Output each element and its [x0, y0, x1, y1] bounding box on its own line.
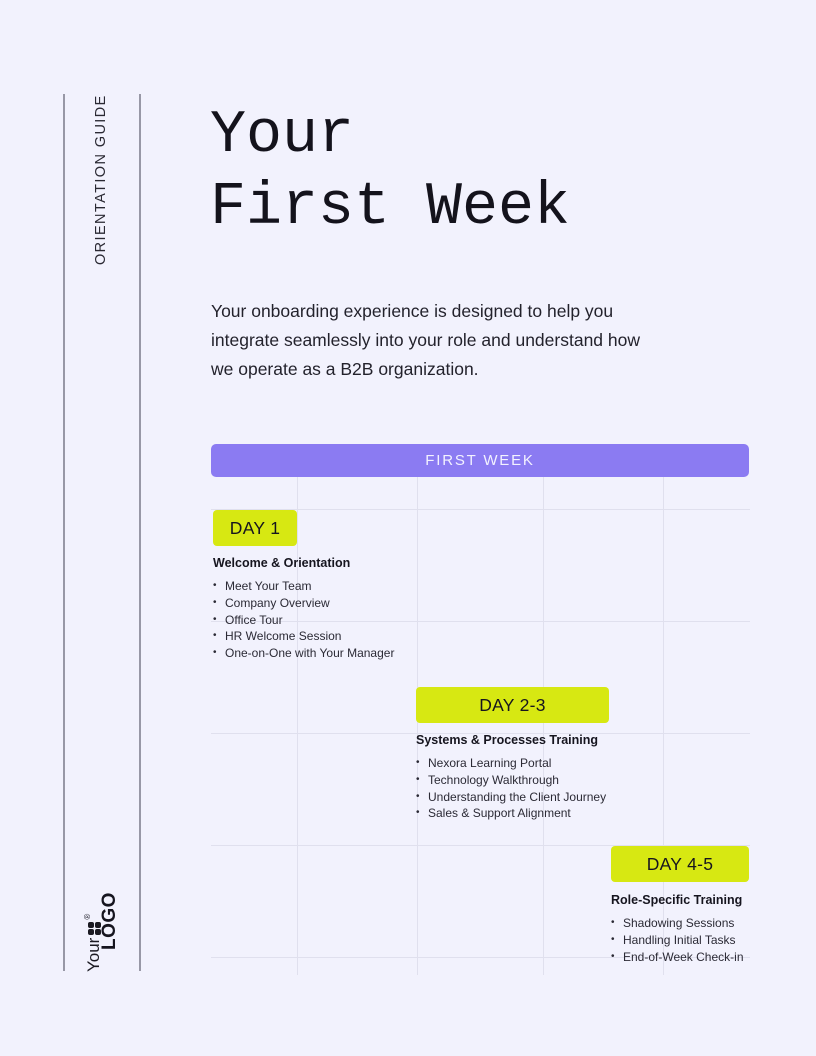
sidebar-right-rule: [139, 94, 141, 971]
company-logo: Your ® LOGO: [83, 892, 120, 972]
registered-mark: ®: [83, 913, 92, 920]
list-item: One-on-One with Your Manager: [213, 645, 394, 662]
day-2-3-list: Nexora Learning Portal Technology Walkth…: [416, 755, 606, 822]
grid-line: [211, 733, 750, 734]
day-1-title: Welcome & Orientation: [213, 556, 351, 570]
day-4-5-section: Role-Specific Training Shadowing Session…: [611, 893, 744, 965]
title-line-1: Your: [210, 102, 355, 170]
day-2-3-badge: DAY 2-3: [416, 687, 609, 723]
list-item: Meet Your Team: [213, 578, 394, 595]
list-item: Company Overview: [213, 595, 394, 612]
grid-line: [211, 621, 750, 622]
sidebar-left-rule: [63, 94, 65, 971]
grid-line: [211, 845, 750, 846]
day-1-badge: DAY 1: [213, 510, 297, 546]
grid-line: [663, 477, 664, 975]
list-item: Office Tour: [213, 612, 394, 629]
list-item: Nexora Learning Portal: [416, 755, 606, 772]
grid-line: [211, 509, 750, 510]
day-2-3-title: Systems & Processes Training: [416, 733, 599, 747]
list-item: End-of-Week Check-in: [611, 949, 744, 966]
banner-label: FIRST WEEK: [425, 452, 535, 469]
list-item: Technology Walkthrough: [416, 772, 606, 789]
logo-wordmark: LOGO: [99, 892, 120, 950]
grid-line: [417, 477, 418, 975]
list-item: Sales & Support Alignment: [416, 805, 606, 822]
page-title: Your First Week: [210, 100, 570, 244]
day-4-5-title: Role-Specific Training: [611, 893, 743, 907]
day-4-5-badge: DAY 4-5: [611, 846, 749, 882]
grid-line: [211, 957, 750, 958]
grid-line: [297, 477, 298, 975]
day-1-section: Welcome & Orientation Meet Your Team Com…: [213, 556, 394, 662]
intro-paragraph: Your onboarding experience is designed t…: [211, 301, 640, 379]
orientation-guide-label: ORIENTATION GUIDE: [93, 94, 109, 265]
day-1-badge-label: DAY 1: [229, 517, 281, 538]
day-4-5-list: Shadowing Sessions Handling Initial Task…: [611, 915, 744, 965]
list-item: Shadowing Sessions: [611, 915, 744, 932]
day-2-3-badge-label: DAY 2-3: [479, 694, 546, 715]
list-item: HR Welcome Session: [213, 628, 394, 645]
day-1-list: Meet Your Team Company Overview Office T…: [213, 578, 394, 662]
first-week-banner: FIRST WEEK: [211, 444, 749, 477]
day-4-5-badge-label: DAY 4-5: [646, 853, 714, 874]
list-item: Understanding the Client Journey: [416, 789, 606, 806]
grid-line: [543, 477, 544, 975]
day-2-3-section: Systems & Processes Training Nexora Lear…: [416, 733, 606, 822]
title-line-2: First Week: [210, 174, 571, 242]
list-item: Handling Initial Tasks: [611, 932, 744, 949]
